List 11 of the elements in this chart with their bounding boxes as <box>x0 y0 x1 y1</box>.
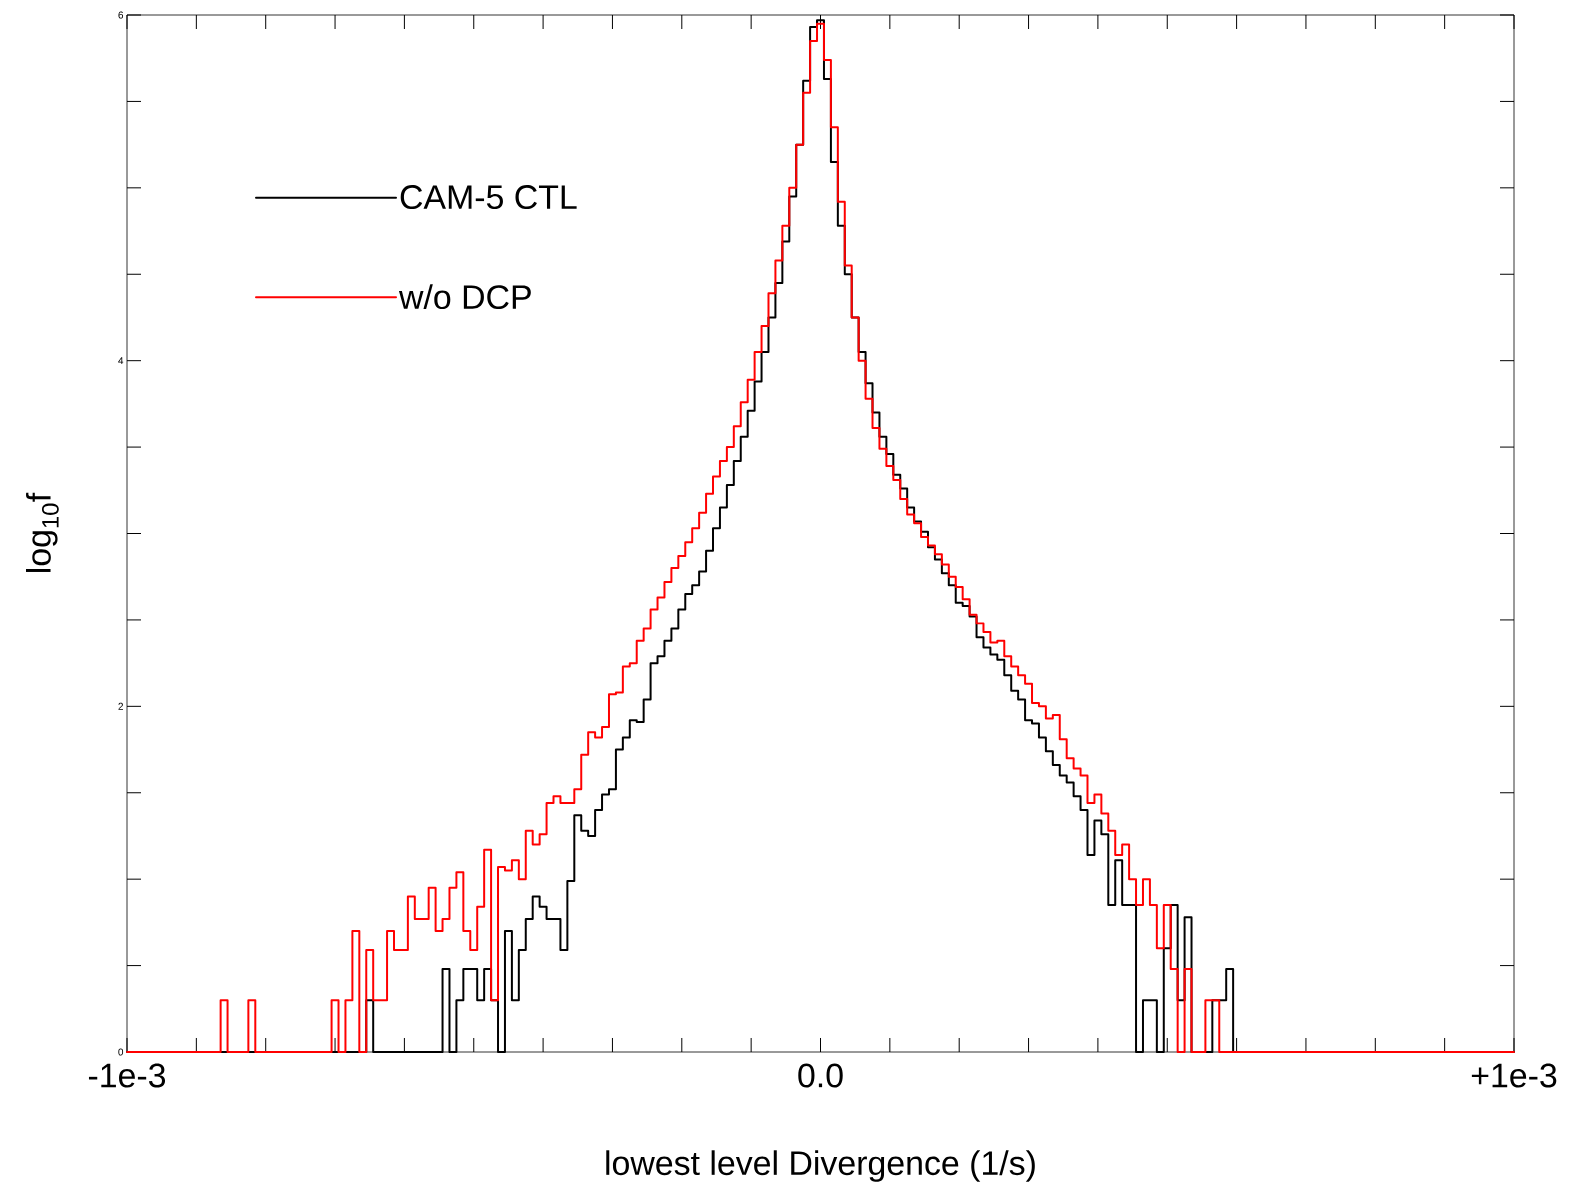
legend-label: w/o DCP <box>398 284 531 310</box>
y-tick-label: 6 <box>118 11 124 19</box>
legend-label: CAM-5 CTL <box>400 185 577 210</box>
y-tick-label: 2 <box>118 702 123 710</box>
x-tick-label: 0.0 <box>798 1063 843 1088</box>
x-tick-label: +1e-3 <box>1471 1063 1557 1088</box>
x-tick-label: -1e-3 <box>88 1063 166 1088</box>
y-tick-label: 4 <box>118 357 124 365</box>
x-axis-title: lowest level Divergence (1/s) <box>606 1150 1035 1182</box>
y-axis-title: log$_{10}$f <box>25 492 59 572</box>
y-tick-label: 0 <box>118 1048 124 1056</box>
